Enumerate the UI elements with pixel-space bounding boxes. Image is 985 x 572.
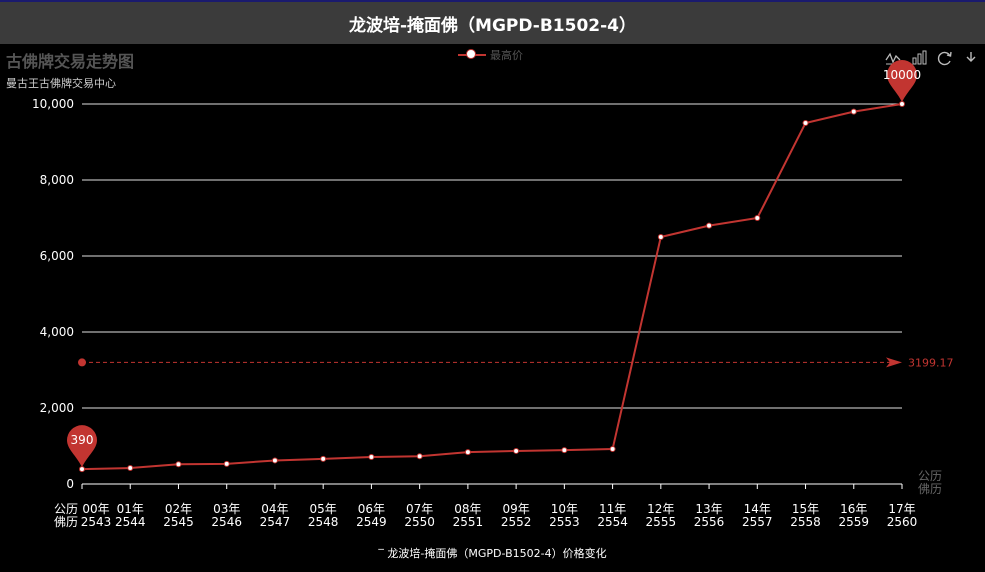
y-tick-label: 10,000 [32, 97, 74, 111]
data-point [464, 449, 471, 456]
data-point [368, 454, 375, 461]
min-mark-pin [67, 425, 97, 468]
header-title: 龙波培-掩面佛（MGPD-B1502-4） [348, 15, 637, 36]
data-point [609, 446, 616, 453]
data-point [127, 465, 134, 472]
page-header: 龙波培-掩面佛（MGPD-B1502-4） [0, 2, 985, 44]
x-tick-label-bottom: 2558 [790, 515, 821, 529]
data-point [657, 234, 664, 240]
x-tick-label-top: 00年 [82, 502, 109, 516]
x-tick-label-top: 11年 [599, 502, 626, 516]
series-line [81, 103, 903, 471]
x-row-label-bottom: 佛历 [54, 515, 78, 529]
top-accent-line [0, 0, 985, 2]
chart-subtitle: 曼古王古佛牌交易中心 [6, 77, 116, 90]
x-tick-label-bottom: 2546 [211, 515, 242, 529]
bar-chart-icon[interactable] [911, 50, 927, 66]
x-tick-label-bottom: 2551 [453, 515, 484, 529]
legend-marker-icon [458, 48, 486, 62]
x-tick-label-top: 05年 [310, 502, 337, 516]
x-tick-label-top: 01年 [117, 502, 144, 516]
refresh-icon[interactable] [937, 50, 953, 66]
data-point [79, 466, 85, 473]
legend-label: 最高价 [490, 49, 523, 62]
download-icon[interactable] [963, 50, 979, 66]
x-tick-label-bottom: 2550 [404, 515, 435, 529]
x-tick-label-top: 07年 [406, 502, 433, 516]
x-tick-label-top: 06年 [358, 502, 385, 516]
x-tick-label-bottom: 2559 [838, 515, 869, 529]
x-tick-label-bottom: 2553 [549, 515, 580, 529]
data-point [175, 461, 182, 468]
data-point [899, 101, 905, 107]
data-point [754, 215, 761, 221]
chart-footer-caption: ‾ 龙波培-掩面佛（MGPD-B1502-4）价格变化 [378, 547, 607, 560]
data-point [320, 455, 327, 462]
x-tick-label-top: 10年 [551, 502, 578, 516]
min-mark-label: 390 [71, 433, 94, 447]
x-tick-label-bottom: 2557 [742, 515, 773, 529]
x-tick-label-top: 15年 [792, 502, 819, 516]
x-tick-label-bottom: 2560 [887, 515, 918, 529]
x-tick-label-bottom: 2554 [597, 515, 628, 529]
data-point [271, 457, 278, 464]
data-point [513, 447, 520, 454]
x-tick-label-top: 04年 [261, 502, 288, 516]
x-tick-label-top: 09年 [502, 502, 529, 516]
max-mark-pin [887, 60, 917, 102]
x-tick-label-top: 14年 [744, 502, 771, 516]
x-tick-label-bottom: 2548 [308, 515, 339, 529]
x-tick-label-bottom: 2544 [115, 515, 146, 529]
x-tick-label-top: 17年 [888, 502, 915, 516]
x-tick-label-bottom: 2545 [163, 515, 194, 529]
chart-title: 古佛牌交易走势图 [6, 52, 135, 71]
y-tick-label: 0 [66, 477, 74, 491]
x-tick-label-top: 03年 [213, 502, 240, 516]
legend[interactable]: 最高价 [458, 47, 523, 63]
x-tick-label-bottom: 2547 [260, 515, 291, 529]
average-label: 3199.17 [908, 356, 954, 369]
x-tick-label-top: 12年 [647, 502, 674, 516]
data-point [706, 222, 713, 229]
x-tick-label-top: 16年 [840, 502, 867, 516]
data-point [850, 108, 857, 115]
x-axis-name: 公历 [918, 469, 942, 483]
x-axis-name: 佛历 [918, 482, 942, 496]
x-tick-label-top: 08年 [454, 502, 481, 516]
x-row-label-top: 公历 [54, 502, 78, 516]
x-tick-label-top: 02年 [165, 502, 192, 516]
data-point [223, 460, 230, 467]
y-tick-label: 8,000 [40, 173, 74, 187]
data-point [416, 453, 423, 460]
average-arrow [886, 357, 902, 368]
data-point [561, 447, 568, 454]
x-tick-label-bottom: 2543 [81, 515, 112, 529]
x-tick-label-bottom: 2556 [694, 515, 725, 529]
x-tick-label-top: 13年 [695, 502, 722, 516]
max-mark-label: 10000 [883, 68, 921, 82]
average-start-dot [78, 358, 86, 367]
data-point [802, 120, 809, 126]
y-tick-label: 6,000 [40, 249, 74, 263]
y-tick-label: 2,000 [40, 401, 74, 415]
x-tick-label-bottom: 2552 [501, 515, 532, 529]
x-tick-label-bottom: 2549 [356, 515, 387, 529]
x-tick-label-bottom: 2555 [646, 515, 677, 529]
y-tick-label: 4,000 [40, 325, 74, 339]
